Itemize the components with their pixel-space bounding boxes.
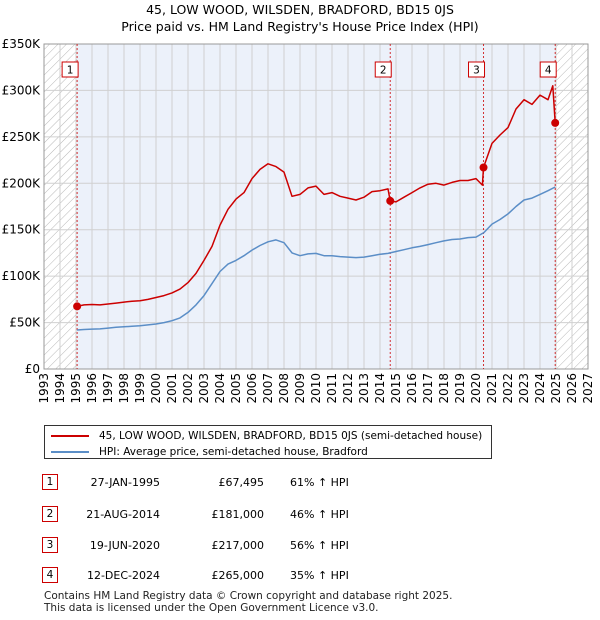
- x-tick-label: 2006: [245, 373, 259, 404]
- x-tick-label: 2021: [485, 373, 499, 404]
- chart-title-line-1: 45, LOW WOOD, WILSDEN, BRADFORD, BD15 0J…: [146, 2, 454, 17]
- chart-title-line-2: Price paid vs. HM Land Registry's House …: [121, 19, 478, 34]
- x-tick-label: 1996: [85, 373, 99, 404]
- y-tick-label: £0: [25, 362, 40, 376]
- sale-point-4: [551, 118, 560, 127]
- sale-row-3: 3 19-JUN-2020 £217,000 56% ↑ HPI: [0, 537, 600, 555]
- x-tick-label: 2027: [581, 373, 595, 404]
- price-chart: 45, LOW WOOD, WILSDEN, BRADFORD, BD15 0J…: [2, 2, 595, 404]
- sale-badge-3: 3: [42, 537, 58, 553]
- x-tick-label: 2007: [261, 373, 275, 404]
- sale-label-box-2: [374, 61, 392, 78]
- sale-price-2: £181,000: [211, 508, 265, 521]
- x-tick-label: 2026: [565, 373, 579, 404]
- ownership-shade: [77, 44, 557, 369]
- sale-label-box-4: [539, 61, 557, 78]
- x-tick-label: 2002: [181, 373, 195, 404]
- sale-label-1: 1: [67, 65, 74, 77]
- x-tick-label: 2024: [533, 373, 547, 404]
- sale-point-3: [479, 163, 488, 172]
- legend: 45, LOW WOOD, WILSDEN, BRADFORD, BD15 0J…: [44, 425, 492, 459]
- footer-line-1: Contains HM Land Registry data © Crown c…: [44, 590, 453, 602]
- hatched-region-1: [44, 44, 78, 369]
- sale-label-box-1: [61, 61, 79, 78]
- sale-hpi-4: 35% ↑ HPI: [290, 569, 349, 582]
- sale-label-3: 3: [473, 65, 480, 77]
- x-tick-label: 1997: [101, 373, 115, 404]
- sale-badge-1: 1: [42, 474, 58, 490]
- x-tick-label: 2011: [325, 373, 339, 404]
- footer-line-2: This data is licensed under the Open Gov…: [44, 602, 379, 614]
- plot-area: £0 £50K £100K £150K £200K £250K £300K £350K 1993…: [2, 37, 595, 404]
- legend-swatch-property: [51, 435, 89, 437]
- sale-point-2: [386, 196, 395, 205]
- x-tick-label: 2015: [389, 373, 403, 404]
- plot-frame: [43, 43, 589, 370]
- y-tick-label: £300K: [2, 83, 42, 97]
- x-tick-label: 1993: [37, 373, 51, 404]
- sale-row-4: 4 12-DEC-2024 £265,000 35% ↑ HPI: [0, 567, 600, 585]
- x-tick-label: 2010: [309, 373, 323, 404]
- x-tick-label: 2009: [293, 373, 307, 404]
- legend-label-property: 45, LOW WOOD, WILSDEN, BRADFORD, BD15 0J…: [99, 430, 483, 442]
- y-tick-label: £350K: [2, 37, 42, 51]
- sale-price-3: £217,000: [211, 539, 265, 552]
- series-line-hpi: [77, 186, 556, 331]
- sale-label-2: 2: [380, 65, 387, 77]
- sale-row-1: 1 27-JAN-1995 £67,495 61% ↑ HPI: [0, 474, 600, 492]
- x-tick-label: 2016: [405, 373, 419, 404]
- series-line-property: [76, 85, 556, 308]
- sale-badge-2: 2: [42, 506, 58, 522]
- sale-badge-4: 4: [42, 567, 58, 583]
- x-tick-label: 2000: [149, 373, 163, 404]
- sale-hpi-1: 61% ↑ HPI: [290, 476, 349, 489]
- x-tick-label: 1995: [69, 373, 83, 404]
- x-tick-label: 1999: [133, 373, 147, 404]
- x-tick-label: 2008: [277, 373, 291, 404]
- x-tick-label: 2020: [469, 373, 483, 404]
- x-tick-label: 2025: [549, 373, 563, 404]
- sale-row-2: 2 21-AUG-2014 £181,000 46% ↑ HPI: [0, 506, 600, 524]
- footer-attribution: Contains HM Land Registry data © Crown c…: [44, 590, 452, 614]
- x-tick-label: 2023: [517, 373, 531, 404]
- sale-label-4: 4: [545, 65, 552, 77]
- y-tick-label: £150K: [2, 223, 42, 237]
- legend-swatch-hpi: [51, 451, 89, 453]
- sale-price-1: £67,495: [218, 476, 265, 489]
- x-tick-label: 1998: [117, 373, 131, 404]
- y-tick-label: £250K: [2, 130, 42, 144]
- x-tick-label: 2003: [197, 373, 211, 404]
- x-tick-label: 2019: [453, 373, 467, 404]
- y-tick-label: £50K: [9, 316, 41, 330]
- sale-hpi-2: 46% ↑ HPI: [290, 508, 349, 521]
- x-tick-label: 1994: [53, 373, 67, 404]
- sale-hpi-3: 56% ↑ HPI: [290, 539, 349, 552]
- y-tick-label: £100K: [2, 269, 42, 283]
- sale-point-1: [73, 302, 82, 311]
- y-tick-label: £200K: [2, 176, 42, 190]
- sale-date-2: 21-AUG-2014: [86, 508, 160, 521]
- x-tick-label: 2004: [213, 373, 227, 404]
- x-tick-label: 2012: [341, 373, 355, 404]
- sale-price-4: £265,000: [211, 569, 265, 582]
- x-tick-label: 2017: [421, 373, 435, 404]
- sale-date-1: 27-JAN-1995: [90, 476, 160, 489]
- x-tick-label: 2005: [229, 373, 243, 404]
- x-tick-label: 2022: [501, 373, 515, 404]
- legend-label-hpi: HPI: Average price, semi-detached house,…: [99, 446, 368, 458]
- x-tick-label: 2014: [373, 373, 387, 404]
- sale-label-box-3: [468, 61, 486, 78]
- sale-date-4: 12-DEC-2024: [86, 569, 160, 582]
- x-tick-label: 2018: [437, 373, 451, 404]
- x-tick-label: 2013: [357, 373, 371, 404]
- sale-date-3: 19-JUN-2020: [89, 539, 160, 552]
- x-tick-label: 2001: [165, 373, 179, 404]
